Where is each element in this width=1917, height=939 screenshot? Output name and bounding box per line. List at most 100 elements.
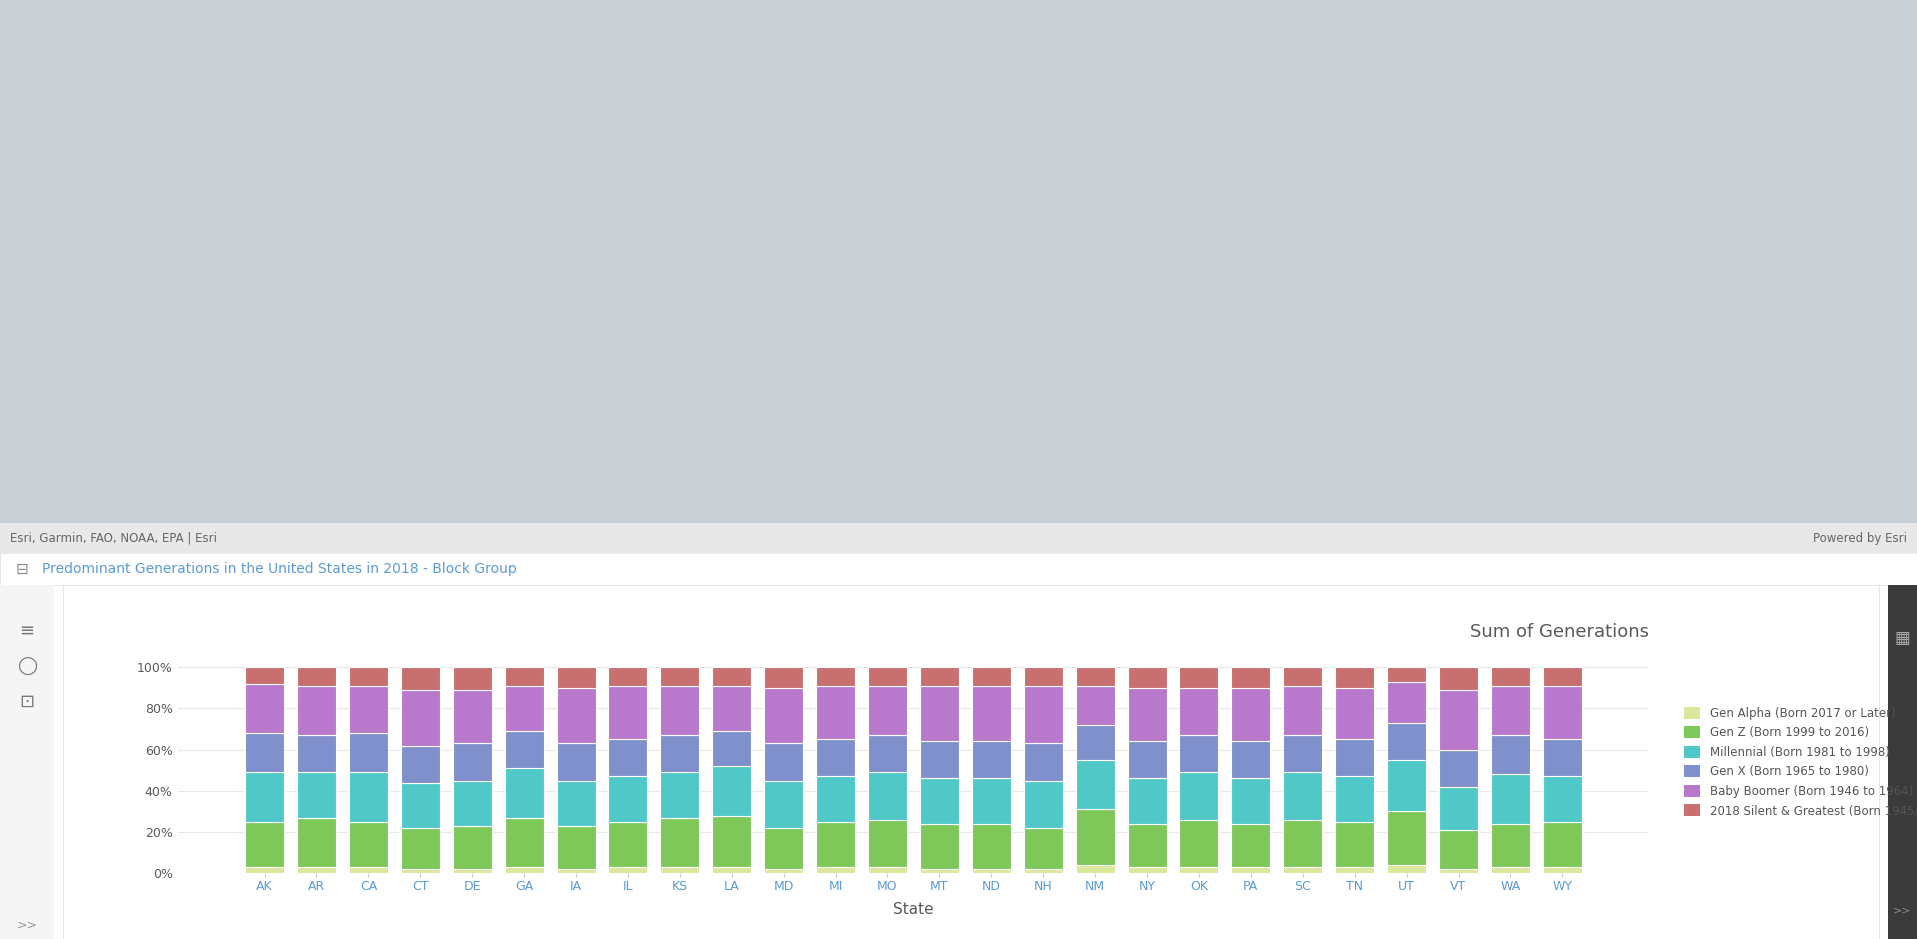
Bar bbox=[349, 668, 387, 685]
Bar bbox=[1336, 687, 1374, 739]
Bar bbox=[1231, 778, 1271, 824]
Bar bbox=[1179, 772, 1219, 820]
Bar bbox=[713, 668, 751, 685]
Text: ⊟: ⊟ bbox=[15, 562, 29, 577]
Bar bbox=[1127, 742, 1167, 778]
Bar bbox=[765, 744, 803, 780]
Bar bbox=[556, 668, 596, 687]
Text: Predominant Generations in the United States in 2018 - Block Group: Predominant Generations in the United St… bbox=[42, 562, 518, 576]
Bar bbox=[1024, 870, 1062, 873]
Bar bbox=[972, 685, 1010, 742]
Bar bbox=[1440, 690, 1478, 749]
Bar bbox=[1179, 867, 1219, 873]
Bar bbox=[1388, 865, 1426, 873]
Bar bbox=[401, 668, 439, 690]
Bar bbox=[1388, 682, 1426, 723]
Bar bbox=[504, 768, 544, 818]
Bar bbox=[401, 828, 439, 870]
Bar bbox=[608, 822, 648, 867]
Bar bbox=[297, 668, 335, 685]
Bar bbox=[1336, 777, 1374, 822]
Bar bbox=[659, 735, 700, 772]
Bar bbox=[401, 782, 439, 828]
Bar bbox=[1127, 687, 1167, 742]
Bar bbox=[1075, 760, 1114, 809]
Bar bbox=[1231, 867, 1271, 873]
Bar bbox=[1075, 725, 1114, 760]
Legend: Gen Alpha (Born 2017 or Later), Gen Z (Born 1999 to 2016), Millennial (Born 1981: Gen Alpha (Born 2017 or Later), Gen Z (B… bbox=[1683, 707, 1917, 817]
Bar bbox=[1282, 685, 1323, 735]
Bar bbox=[349, 867, 387, 873]
Bar bbox=[920, 824, 958, 870]
Bar bbox=[1075, 668, 1114, 685]
Bar bbox=[245, 772, 284, 822]
Text: Sum of Generations: Sum of Generations bbox=[1470, 623, 1649, 640]
Bar bbox=[1440, 668, 1478, 690]
Bar bbox=[1179, 735, 1219, 772]
Bar bbox=[1491, 668, 1530, 685]
Bar bbox=[401, 690, 439, 746]
Bar bbox=[1491, 867, 1530, 873]
Bar bbox=[452, 744, 491, 780]
Bar bbox=[868, 820, 907, 867]
Bar bbox=[765, 870, 803, 873]
Bar bbox=[1388, 760, 1426, 811]
Bar bbox=[920, 685, 958, 742]
Bar bbox=[1440, 787, 1478, 830]
Bar bbox=[1075, 685, 1114, 725]
Text: ◯: ◯ bbox=[17, 657, 36, 675]
Bar bbox=[245, 867, 284, 873]
Bar bbox=[1543, 822, 1582, 867]
Bar bbox=[1336, 668, 1374, 687]
Text: ⊡: ⊡ bbox=[19, 693, 35, 711]
Bar bbox=[868, 735, 907, 772]
Bar bbox=[972, 824, 1010, 870]
Bar bbox=[608, 867, 648, 873]
Bar bbox=[1231, 668, 1271, 687]
Text: ≡: ≡ bbox=[19, 622, 35, 640]
Bar bbox=[817, 777, 855, 822]
Bar bbox=[245, 733, 284, 772]
Bar bbox=[556, 687, 596, 744]
Bar bbox=[972, 668, 1010, 685]
Bar bbox=[1543, 668, 1582, 685]
Bar bbox=[713, 867, 751, 873]
Bar bbox=[765, 668, 803, 687]
Bar bbox=[1024, 780, 1062, 828]
Bar bbox=[1543, 777, 1582, 822]
Bar bbox=[452, 668, 491, 690]
Text: >>: >> bbox=[17, 918, 36, 931]
Bar bbox=[245, 668, 284, 684]
Bar bbox=[297, 772, 335, 818]
Bar bbox=[1127, 824, 1167, 867]
X-axis label: State: State bbox=[893, 901, 934, 916]
Bar bbox=[1282, 668, 1323, 685]
Bar bbox=[817, 685, 855, 739]
Bar bbox=[817, 739, 855, 777]
Bar bbox=[452, 780, 491, 826]
Bar bbox=[608, 777, 648, 822]
Bar bbox=[920, 778, 958, 824]
Bar bbox=[1127, 778, 1167, 824]
Bar bbox=[1388, 723, 1426, 760]
Text: >>: >> bbox=[1894, 906, 1911, 916]
Bar bbox=[1179, 820, 1219, 867]
Bar bbox=[245, 684, 284, 733]
Bar bbox=[817, 668, 855, 685]
Bar bbox=[1491, 735, 1530, 775]
Bar bbox=[972, 778, 1010, 824]
Text: Esri, Garmin, FAO, NOAA, EPA | Esri: Esri, Garmin, FAO, NOAA, EPA | Esri bbox=[10, 531, 217, 545]
Bar bbox=[1491, 775, 1530, 824]
Bar bbox=[972, 870, 1010, 873]
Bar bbox=[1543, 739, 1582, 777]
Bar bbox=[1336, 822, 1374, 867]
Bar bbox=[556, 826, 596, 870]
Text: Powered by Esri: Powered by Esri bbox=[1813, 531, 1907, 545]
Bar bbox=[920, 870, 958, 873]
Bar bbox=[452, 870, 491, 873]
Bar bbox=[713, 685, 751, 731]
Bar bbox=[765, 828, 803, 870]
Text: ▦: ▦ bbox=[1894, 629, 1911, 647]
Bar bbox=[297, 685, 335, 735]
Bar bbox=[1127, 668, 1167, 687]
